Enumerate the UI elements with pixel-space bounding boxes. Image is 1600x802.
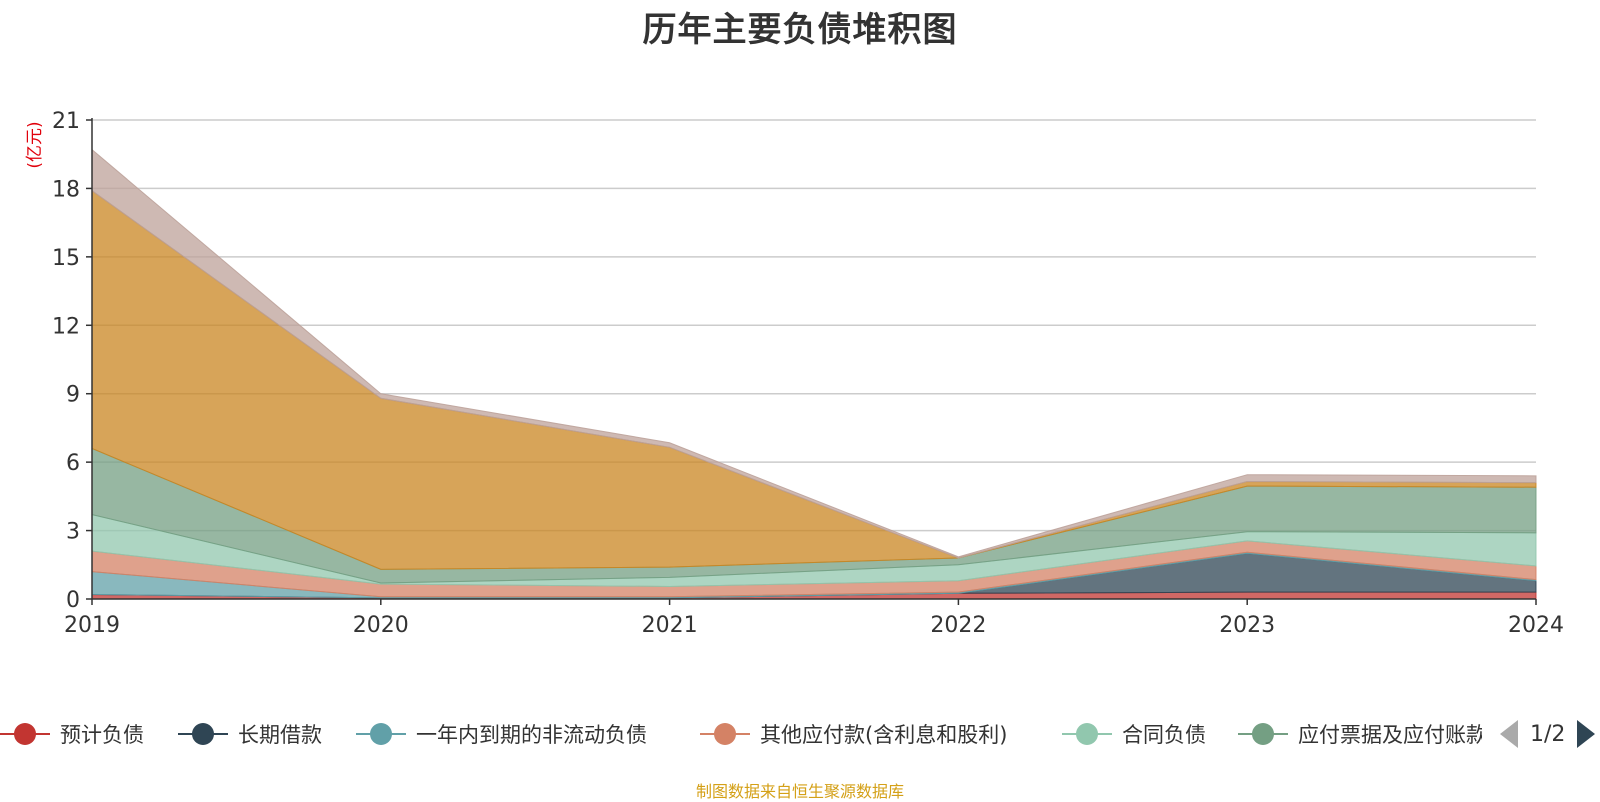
y-tick-label: 6 xyxy=(66,451,80,476)
y-tick-label: 12 xyxy=(52,314,80,339)
legend-next-arrow-icon[interactable] xyxy=(1577,720,1596,748)
y-tick-label: 9 xyxy=(66,383,80,408)
legend-item-label: 一年内到期的非流动负债 xyxy=(416,723,647,747)
x-tick-label: 2024 xyxy=(1508,613,1564,638)
legend-item[interactable]: 应付票据及应付账款 xyxy=(1238,716,1482,752)
y-axis-label: (亿元) xyxy=(25,121,45,168)
chart-title: 历年主要负债堆积图 xyxy=(642,10,958,50)
legend-marker-icon xyxy=(1062,723,1112,745)
y-tick-label: 18 xyxy=(52,177,80,202)
legend-marker-icon xyxy=(178,723,228,745)
x-tick-label: 2019 xyxy=(64,613,120,638)
legend-marker-icon xyxy=(356,723,406,745)
legend-item-label: 其他应付款(含利息和股利) xyxy=(760,723,1008,747)
legend: 预计负债 长期借款 一年内到期的非流动负债 其他应付款(含利息和股利) 合同负债 应付票据… xyxy=(0,716,1600,756)
legend-item-label: 长期借款 xyxy=(238,723,322,747)
legend-item[interactable]: 合同负债 xyxy=(1062,716,1206,752)
area-series xyxy=(91,148,1537,600)
axes: 0 3 6 9 12 15 18 21 2019 2020 2021 2022 2023 2024 xyxy=(52,109,1564,638)
data-source-note: 制图数据来自恒生聚源数据库 xyxy=(695,782,904,801)
x-tick-label: 2022 xyxy=(930,613,986,638)
legend-item[interactable]: 预计负债 xyxy=(0,716,144,752)
x-tick-label: 2023 xyxy=(1219,613,1275,638)
legend-prev-arrow-icon[interactable] xyxy=(1500,720,1518,748)
legend-marker-icon xyxy=(700,723,750,745)
legend-marker-icon xyxy=(0,723,50,745)
legend-item[interactable]: 其他应付款(含利息和股利) xyxy=(700,716,1007,752)
x-tick-label: 2021 xyxy=(642,613,698,638)
legend-item[interactable]: 长期借款 xyxy=(178,716,322,752)
legend-items: 预计负债 长期借款 一年内到期的非流动负债 其他应付款(含利息和股利) 合同负债 应付票据… xyxy=(0,716,1482,756)
area-series-8 xyxy=(91,148,1537,559)
y-tick-label: 21 xyxy=(52,109,80,134)
legend-item[interactable]: 一年内到期的非流动负债 xyxy=(356,716,647,752)
legend-pager: 1/2 xyxy=(1500,716,1596,752)
legend-marker-icon xyxy=(1238,723,1288,745)
legend-page-indicator: 1/2 xyxy=(1530,721,1566,747)
y-tick-label: 15 xyxy=(52,246,80,271)
legend-item-label: 应付票据及应付账款 xyxy=(1298,723,1482,747)
legend-item-label: 合同负债 xyxy=(1122,723,1206,747)
y-tick-label: 0 xyxy=(66,588,80,613)
stacked-area-chart: 0 3 6 9 12 15 18 21 2019 2020 2021 2022 2023 2024 (亿元… xyxy=(25,109,1564,638)
legend-item-label: 预计负债 xyxy=(60,723,144,747)
x-tick-label: 2020 xyxy=(353,613,409,638)
y-tick-label: 3 xyxy=(66,520,80,545)
